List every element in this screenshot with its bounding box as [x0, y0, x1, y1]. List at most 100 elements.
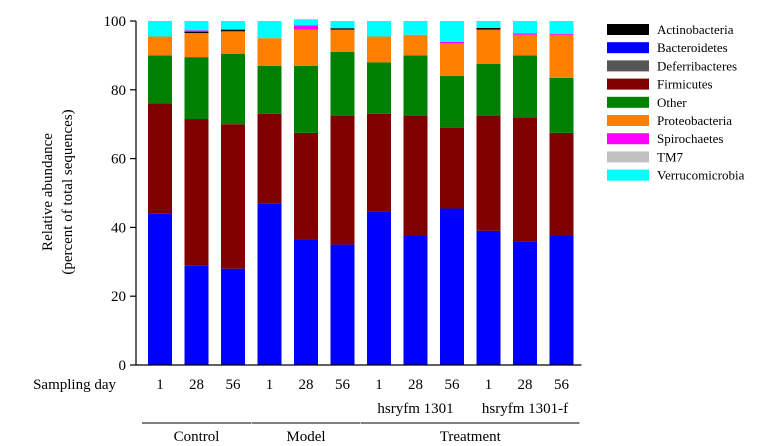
- bar-stack: [148, 21, 172, 365]
- bar-segment-other: [148, 55, 172, 104]
- group-labels: hsryfm 1301 hsryfm 1301-f Control Model Trea…: [142, 401, 580, 445]
- y-tick-label: 60: [111, 152, 126, 168]
- bar-segment-bacteroidetes: [440, 208, 464, 365]
- legend-label: Spirochaetes: [657, 131, 723, 146]
- x-tick-label: 56: [554, 377, 570, 393]
- bar-segment-other: [294, 65, 318, 133]
- bar-segment-other: [221, 53, 245, 125]
- bar-segment-firmicutes: [367, 113, 391, 212]
- bar-segment-verrucomicrobia: [294, 19, 318, 26]
- bar-segment-bacteroidetes: [513, 241, 537, 365]
- x-tick-label: 56: [335, 377, 351, 393]
- y-tick-label: 0: [119, 358, 127, 374]
- bar-stack: [549, 21, 574, 365]
- bar-segment-firmicutes: [440, 127, 464, 209]
- bar-stack: [221, 21, 245, 365]
- bars: [148, 19, 574, 365]
- legend-swatch: [607, 151, 649, 163]
- x-tick-labels: 1 28 56 1 28 56 1 28 56 1 28 56: [156, 377, 569, 393]
- legend-swatch: [607, 169, 649, 181]
- legend-item: TM7: [607, 149, 684, 164]
- x-tick-label: 1: [266, 377, 274, 393]
- bar-segment-actinobacteria: [221, 29, 245, 32]
- bar-segment-spirochaetes: [513, 33, 537, 35]
- bar-segment-actinobacteria: [330, 28, 355, 30]
- bar-segment-bacteroidetes: [148, 213, 172, 365]
- bar-segment-other: [367, 62, 391, 114]
- bar-segment-other: [549, 77, 574, 133]
- bar-stack: [476, 21, 501, 365]
- x-tick-label: 28: [408, 377, 423, 393]
- bar-segment-firmicutes: [476, 115, 501, 231]
- bar-segment-firmicutes: [513, 117, 537, 242]
- bar-segment-spirochaetes: [440, 41, 464, 44]
- bar-stack: [403, 21, 428, 365]
- bar-segment-bacteroidetes: [549, 236, 574, 365]
- bar-segment-bacteroidetes: [367, 211, 391, 365]
- legend-item: Other: [607, 95, 687, 110]
- bar-segment-verrucomicrobia: [476, 21, 501, 28]
- bar-segment-firmicutes: [221, 124, 245, 269]
- bar-segment-actinobacteria: [184, 31, 209, 34]
- bar-segment-proteobacteria: [367, 36, 391, 63]
- bar-segment-bacteroidetes: [184, 265, 209, 365]
- bar-segment-other: [330, 51, 355, 116]
- bar-segment-verrucomicrobia: [257, 21, 282, 39]
- legend-item: Proteobacteria: [607, 113, 732, 128]
- bar-segment-other: [184, 57, 209, 120]
- legend-swatch: [607, 24, 649, 35]
- legend-swatch: [607, 60, 649, 72]
- bar-stack: [513, 21, 537, 365]
- legend-item: Spirochaetes: [607, 131, 723, 146]
- bar-stack: [184, 21, 209, 365]
- legend-item: Verrucomicrobia: [607, 168, 745, 183]
- x-tick-label: 1: [485, 377, 493, 393]
- bar-segment-proteobacteria: [221, 31, 245, 54]
- x-axis-title: Sampling day: [33, 377, 116, 393]
- bar-segment-verrucomicrobia: [184, 21, 209, 31]
- x-tick-label: 28: [299, 377, 314, 393]
- legend-label: Verrucomicrobia: [657, 168, 745, 183]
- bar-stack: [440, 21, 464, 365]
- bar-stack: [294, 19, 318, 365]
- y-tick-label: 20: [111, 289, 126, 305]
- bar-segment-verrucomicrobia: [440, 21, 464, 42]
- y-axis-title: Relative abundance: [40, 133, 56, 251]
- subgroup-label: hsryfm 1301: [377, 401, 453, 417]
- legend-item: Firmicutes: [607, 77, 713, 92]
- bar-segment-spirochaetes: [294, 25, 318, 30]
- y-axis-subtitle: (percent of total sequences): [60, 109, 76, 274]
- bar-segment-verrucomicrobia: [148, 21, 172, 37]
- bar-segment-actinobacteria: [476, 27, 501, 30]
- bar-segment-other: [257, 65, 282, 114]
- y-tick-label: 40: [111, 220, 126, 236]
- legend-label: Deferribacteres: [657, 58, 737, 73]
- bar-segment-firmicutes: [148, 103, 172, 214]
- bar-segment-proteobacteria: [330, 29, 355, 52]
- bar-segment-other: [440, 76, 464, 128]
- legend: Actinobacteria Bacteroidetes Deferribacter…: [607, 22, 745, 183]
- bar-segment-proteobacteria: [148, 36, 172, 56]
- bar-segment-proteobacteria: [549, 34, 574, 78]
- bar-segment-other: [476, 64, 501, 116]
- group-label: Control: [174, 429, 220, 445]
- legend-item: Bacteroidetes: [607, 40, 728, 55]
- bar-segment-other: [513, 55, 537, 118]
- bar-segment-proteobacteria: [440, 43, 464, 77]
- bar-segment-proteobacteria: [257, 38, 282, 66]
- x-tick-label: 28: [189, 377, 204, 393]
- bar-segment-verrucomicrobia: [403, 21, 428, 35]
- legend-item: Deferribacteres: [607, 58, 737, 73]
- x-tick-label: 1: [156, 377, 164, 393]
- bar-segment-bacteroidetes: [257, 203, 282, 365]
- bar-segment-verrucomicrobia: [221, 21, 245, 30]
- bar-segment-spirochaetes: [184, 30, 209, 32]
- bar-segment-verrucomicrobia: [513, 21, 537, 34]
- bar-segment-firmicutes: [549, 132, 574, 236]
- bar-segment-verrucomicrobia: [330, 21, 355, 29]
- bar-segment-firmicutes: [294, 132, 318, 240]
- bar-segment-proteobacteria: [294, 29, 318, 66]
- legend-label: Firmicutes: [657, 77, 713, 92]
- legend-swatch: [607, 133, 649, 145]
